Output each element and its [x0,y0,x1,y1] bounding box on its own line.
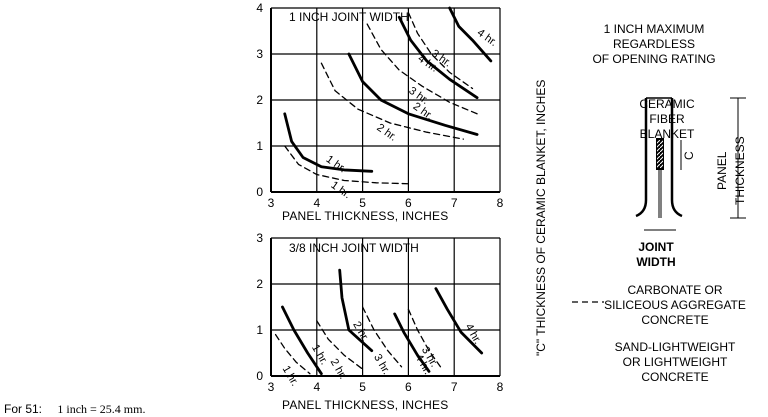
chart-2-xlabel: PANEL THICKNESS, INCHES [282,398,449,412]
chart-2-xtick-label: 4 [313,380,320,394]
chart-1-xlabel: PANEL THICKNESS, INCHES [282,209,449,223]
chart-1-ytick-label: 1 [256,139,263,153]
chart-1-series-line [397,15,479,100]
chart-1-series-line [366,23,478,115]
chart-1-series-line [283,112,374,173]
footnote-prefix: For 51: [4,402,43,416]
max-note-line-2: OF OPENING RATING [592,52,716,66]
chart-2-xtick-label: 8 [497,380,504,394]
blanket-line-2: BLANKET [639,127,695,141]
chart-1-series-label: 2 hr. [374,122,398,144]
chart-1-xtick-label: 4 [313,196,320,210]
thickness-label: THICKNESS [733,136,747,205]
blanket-label: CERAMIC FIBER BLANKET [622,97,712,142]
chart-1-series-line [320,62,465,140]
legend-dashed-line-1: CARBONATE OR [627,283,723,297]
joint-line-1: JOINT [638,240,674,254]
chart-1-series-line [448,6,493,63]
blanket-line-1: CERAMIC FIBER [639,97,695,126]
chart-2-series-line [281,305,323,376]
chart-2-series-line [434,287,484,355]
chart-1-xtick-label: 5 [359,196,366,210]
chart-2-series-line [274,333,311,375]
chart-2-ytick-label: 2 [256,277,263,291]
chart-2-series-line [361,306,403,368]
chart-1-xtick-label: 3 [268,196,275,210]
chart-2-ytick-label: 3 [256,231,263,245]
chart-2-series-line [407,308,442,368]
footnote-text: 1 inch = 25.4 mm. [57,402,146,416]
footnote: For 51: 1 inch = 25.4 mm. [4,402,145,417]
chart-2-series-label: 4 hr. [462,322,483,347]
chart-1-xtick-label: 6 [405,196,412,210]
chart-1-ytick-label: 0 [256,185,263,199]
chart-1-series-line [347,52,479,136]
c-dimension-label: C [682,151,696,160]
chart-1-series-label: 1 hr. [329,179,353,201]
legend-solid-line-1: SAND-LIGHTWEIGHT [614,340,736,354]
left-panel-edge [635,98,648,218]
chart-1-series-label: 1 hr. [324,153,348,175]
panel-label: PANEL [715,151,729,190]
chart-2-xtick-label: 3 [268,380,275,394]
max-note: 1 INCH MAXIMUM REGARDLESS OF OPENING RAT… [568,22,740,67]
y-axis-label: "C" THICKNESS OF CERAMIC BLANKET, INCHES [534,79,548,356]
chart-1-ytick-label: 4 [256,1,263,15]
chart-2-series-line [316,320,364,370]
legend-solid-line-3: CONCRETE [641,370,709,384]
chart-1-xtick-label: 7 [451,196,458,210]
chart-2-series-line [338,268,374,353]
chart-2-xtick-label: 6 [405,380,412,394]
chart-1-series-line [407,11,474,90]
joint-width-label: JOINT WIDTH [626,240,686,270]
chart-1-series-line [284,145,410,185]
ceramic-blanket-hatch [657,140,663,168]
chart-2-series-label: 3 hr. [371,352,392,377]
chart-2-ytick-label: 0 [256,369,263,383]
legend-dashed-text: CARBONATE OR SILICEOUS AGGREGATE CONCRET… [600,283,750,328]
max-note-line-1: 1 INCH MAXIMUM REGARDLESS [603,22,705,51]
chart-2-title: 3/8 INCH JOINT WIDTH [289,241,419,255]
chart-1-ytick-label: 2 [256,93,263,107]
chart-2-series-label: 2 hr. [350,320,371,345]
legend-dashed-line-3: CONCRETE [641,313,709,327]
chart-2-xtick-label: 7 [451,380,458,394]
chart-2-series-label: 1 hr. [309,343,330,368]
joint-line-2: WIDTH [636,255,676,269]
right-panel-edge [670,98,683,218]
chart-2-series-label: 2 hr. [328,357,349,382]
chart-2-ytick-label: 1 [256,323,263,337]
chart-2-series-line [393,312,431,373]
legend-solid-text: SAND-LIGHTWEIGHT OR LIGHTWEIGHT CONCRETE [590,340,760,385]
legend-dashed-line-2: SILICEOUS AGGREGATE [604,298,746,312]
chart-1-title: 1 INCH JOINT WIDTH [289,10,409,24]
chart-2-xtick-label: 5 [359,380,366,394]
chart-1-ytick-label: 3 [256,47,263,61]
legend-solid-line-2: OR LIGHTWEIGHT [622,355,728,369]
chart-1-xtick-label: 8 [497,196,504,210]
